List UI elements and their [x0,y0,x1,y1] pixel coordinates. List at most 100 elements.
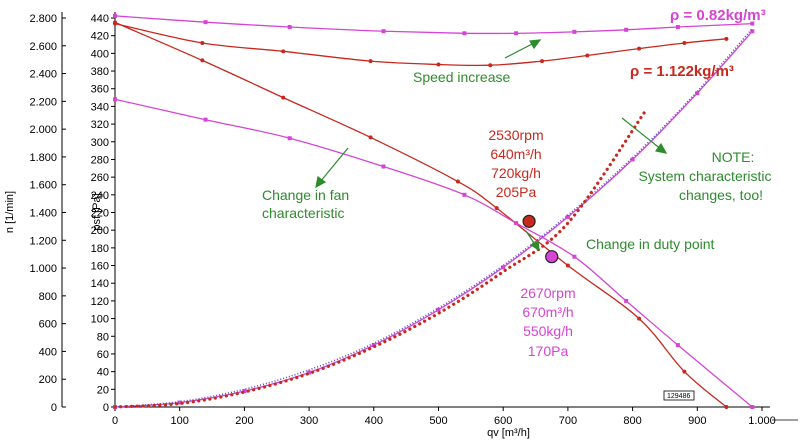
x-tick-label: 100 [171,415,189,427]
y-tick-label: 200 [91,225,109,237]
series-0-marker [455,179,460,184]
series-6-line [113,109,648,409]
series-0-marker [724,405,729,409]
series-5 [114,28,753,408]
series-4-marker [371,343,376,348]
series-1-marker [514,221,519,226]
series-4-marker [177,400,182,405]
duty-low-line-4: 170Pa [528,343,569,359]
series-4 [113,29,755,409]
x-tick-label: 200 [235,415,253,427]
y2-tick-label: 1.200 [29,235,57,247]
y-tick-label: 360 [91,84,109,96]
series-6 [113,109,648,409]
series-4-marker [695,91,700,96]
series-2-marker [368,59,373,64]
arrow-speed-increase [504,39,542,59]
x-tick-label: 500 [429,415,447,427]
series-0-line [114,21,727,408]
y2-tick-label: 1.400 [29,208,57,220]
series-1-marker [675,343,680,348]
y-tick-label: 80 [97,331,109,343]
series-3-marker [624,27,629,32]
speed-increase-label: Speed increase [413,69,511,85]
note-label-2: System characteristic [638,168,771,184]
series-0-marker [200,58,205,63]
series-2-marker [585,53,590,58]
x-tick-label: 400 [365,415,383,427]
x-tick-label: 900 [688,415,706,427]
y-tick-label: 40 [97,367,109,379]
y2-tick-label: 0 [51,402,57,414]
y2-tick-label: 1.600 [29,180,57,192]
series-0-marker [682,369,687,374]
series-3-marker [113,13,117,18]
series-1-marker [287,136,292,141]
y2-axis-label: n [1/min] [4,191,16,233]
duty-high-line-2: 640m³/h [490,146,541,162]
series-2-line [114,22,727,67]
y-tick-label: 100 [91,314,109,326]
y-tick-label: 160 [91,261,109,273]
series-2-marker [724,36,729,41]
duty-high-line-4: 205Pa [496,184,537,200]
axes-frame: 0 20 40 60 80 100 120 140 160 180 200 220 240 260 280 3… [4,12,798,439]
series-1-marker [572,254,577,259]
y2-tick-label: 2.000 [29,124,57,136]
duty-point-high-density [522,214,536,228]
y-tick-label: 380 [91,66,109,78]
series-3 [113,13,755,36]
y2-tick-label: 2.800 [29,13,57,25]
series-3-line [114,15,753,35]
series-5-line [114,28,753,408]
y2-tick-label: 2.600 [29,41,57,53]
duty-change-label: Change in duty point [586,236,715,252]
x-tick-label: 700 [559,415,577,427]
x-tick-label: 800 [623,415,641,427]
y2-tick-label: 1.000 [29,263,57,275]
series-4-marker [307,370,312,375]
series-0-marker [637,316,642,321]
x-tick-label: 600 [494,415,512,427]
y-tick-label: 260 [91,172,109,184]
y-tick-label: 400 [91,48,109,60]
arrow-system-change [621,117,668,154]
fan-change-label-1: Change in fan [262,187,349,203]
duty-point-low-density [545,250,559,264]
y-tick-label: 220 [91,208,109,220]
series-2-marker [113,21,117,26]
y-tick-label: 440 [91,13,109,25]
y-tick-label: 60 [97,349,109,361]
y-tick-label: 240 [91,190,109,202]
y-tick-label: 180 [91,243,109,255]
duty-high-line-1: 2530rpm [488,127,543,143]
series-4-marker [242,389,247,394]
y-tick-label: 20 [97,384,109,396]
series-1 [113,97,755,409]
y-tick-label: 0 [103,402,109,414]
duty-points-layer [522,214,559,264]
series-2-marker [436,62,441,67]
series-4-marker [750,29,755,34]
series-3-marker [572,29,577,34]
series-3-marker [750,21,755,26]
series-3-marker [462,31,467,36]
series-4-marker [501,265,506,270]
series-4-marker [630,157,635,162]
rho-high-label: ρ = 1.122kg/m³ [630,63,734,80]
series-1-marker [750,405,755,409]
series-1-marker [624,298,629,303]
series-1-marker [462,192,467,197]
x-tick-label: 300 [300,415,318,427]
y2-tick-label: 1.800 [29,152,57,164]
x-tick-label: 1.000 [748,415,776,427]
series-4-marker [565,214,570,219]
stamp-text: 129486 [667,393,690,400]
duty-low-line-3: 550kg/h [523,323,573,339]
y-tick-label: 120 [91,296,109,308]
y-axis-label: psf [Pa] [91,193,103,230]
series-3-marker [514,31,519,36]
series-2-marker [637,46,642,51]
series-1-marker [203,117,208,122]
series-4-marker [436,307,441,312]
